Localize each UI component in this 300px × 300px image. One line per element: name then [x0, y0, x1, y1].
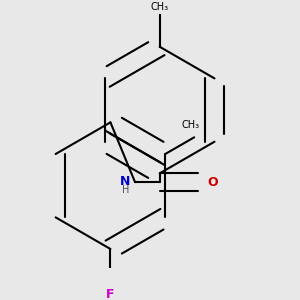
Text: H: H — [122, 185, 130, 195]
Text: N: N — [119, 175, 130, 188]
Text: CH₃: CH₃ — [182, 120, 200, 130]
Text: O: O — [207, 176, 218, 189]
Text: CH₃: CH₃ — [151, 2, 169, 12]
Text: F: F — [106, 288, 115, 300]
